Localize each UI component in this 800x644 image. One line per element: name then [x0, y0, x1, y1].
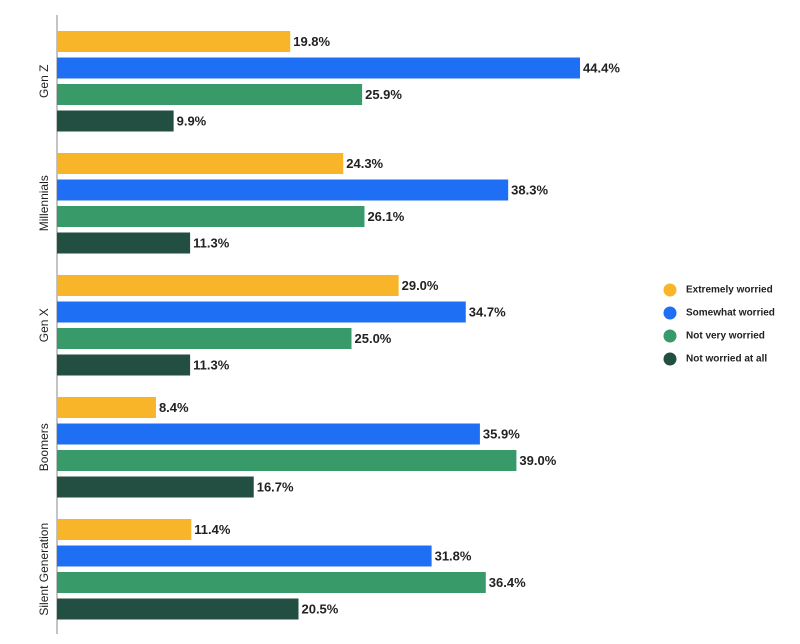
category-label: Millennials — [37, 175, 51, 231]
value-label: 31.8% — [435, 548, 472, 563]
value-label: 9.9% — [177, 113, 207, 128]
legend-label: Not very worried — [686, 331, 765, 342]
category-label: Silent Generation — [37, 523, 51, 616]
legend-marker — [663, 352, 677, 366]
value-label: 24.3% — [346, 156, 383, 171]
bar — [57, 179, 509, 201]
legend-marker — [663, 306, 677, 320]
value-label: 20.5% — [301, 601, 338, 616]
bar — [57, 450, 517, 471]
category-label: Gen Z — [37, 65, 51, 98]
value-label: 34.7% — [469, 304, 506, 319]
value-label: 11.4% — [194, 522, 231, 537]
bar — [57, 232, 191, 254]
bar — [57, 31, 291, 52]
bar — [57, 598, 299, 620]
bar — [57, 206, 365, 227]
legend-label: Not worried at all — [686, 354, 767, 365]
legend-marker — [663, 283, 677, 297]
value-label: 11.3% — [193, 357, 230, 372]
value-label: 25.0% — [355, 331, 392, 346]
value-label: 39.0% — [519, 453, 556, 468]
bar — [57, 110, 174, 132]
bar — [57, 153, 344, 174]
bar — [57, 423, 480, 445]
category-label: Gen X — [37, 308, 51, 342]
bar — [57, 301, 466, 323]
value-label: 29.0% — [402, 278, 439, 293]
bar — [57, 354, 191, 376]
value-label: 36.4% — [489, 575, 526, 590]
bar — [57, 84, 363, 105]
bar — [57, 519, 192, 540]
bar — [57, 328, 352, 349]
bar — [57, 545, 432, 567]
bar — [57, 397, 156, 418]
bar — [57, 275, 399, 296]
value-label: 8.4% — [159, 400, 189, 415]
legend-label: Somewhat worried — [686, 308, 775, 319]
category-label: Boomers — [37, 423, 51, 471]
value-label: 26.1% — [367, 209, 404, 224]
legend-marker — [663, 329, 677, 343]
value-label: 16.7% — [257, 479, 294, 494]
value-label: 11.3% — [193, 235, 230, 250]
bar — [57, 476, 254, 498]
value-label: 19.8% — [293, 34, 330, 49]
value-label: 35.9% — [483, 426, 520, 441]
bar — [57, 57, 581, 79]
legend-label: Extremely worried — [686, 285, 773, 296]
bar — [57, 572, 486, 593]
value-label: 44.4% — [583, 60, 620, 75]
value-label: 25.9% — [365, 87, 402, 102]
value-label: 38.3% — [511, 182, 548, 197]
